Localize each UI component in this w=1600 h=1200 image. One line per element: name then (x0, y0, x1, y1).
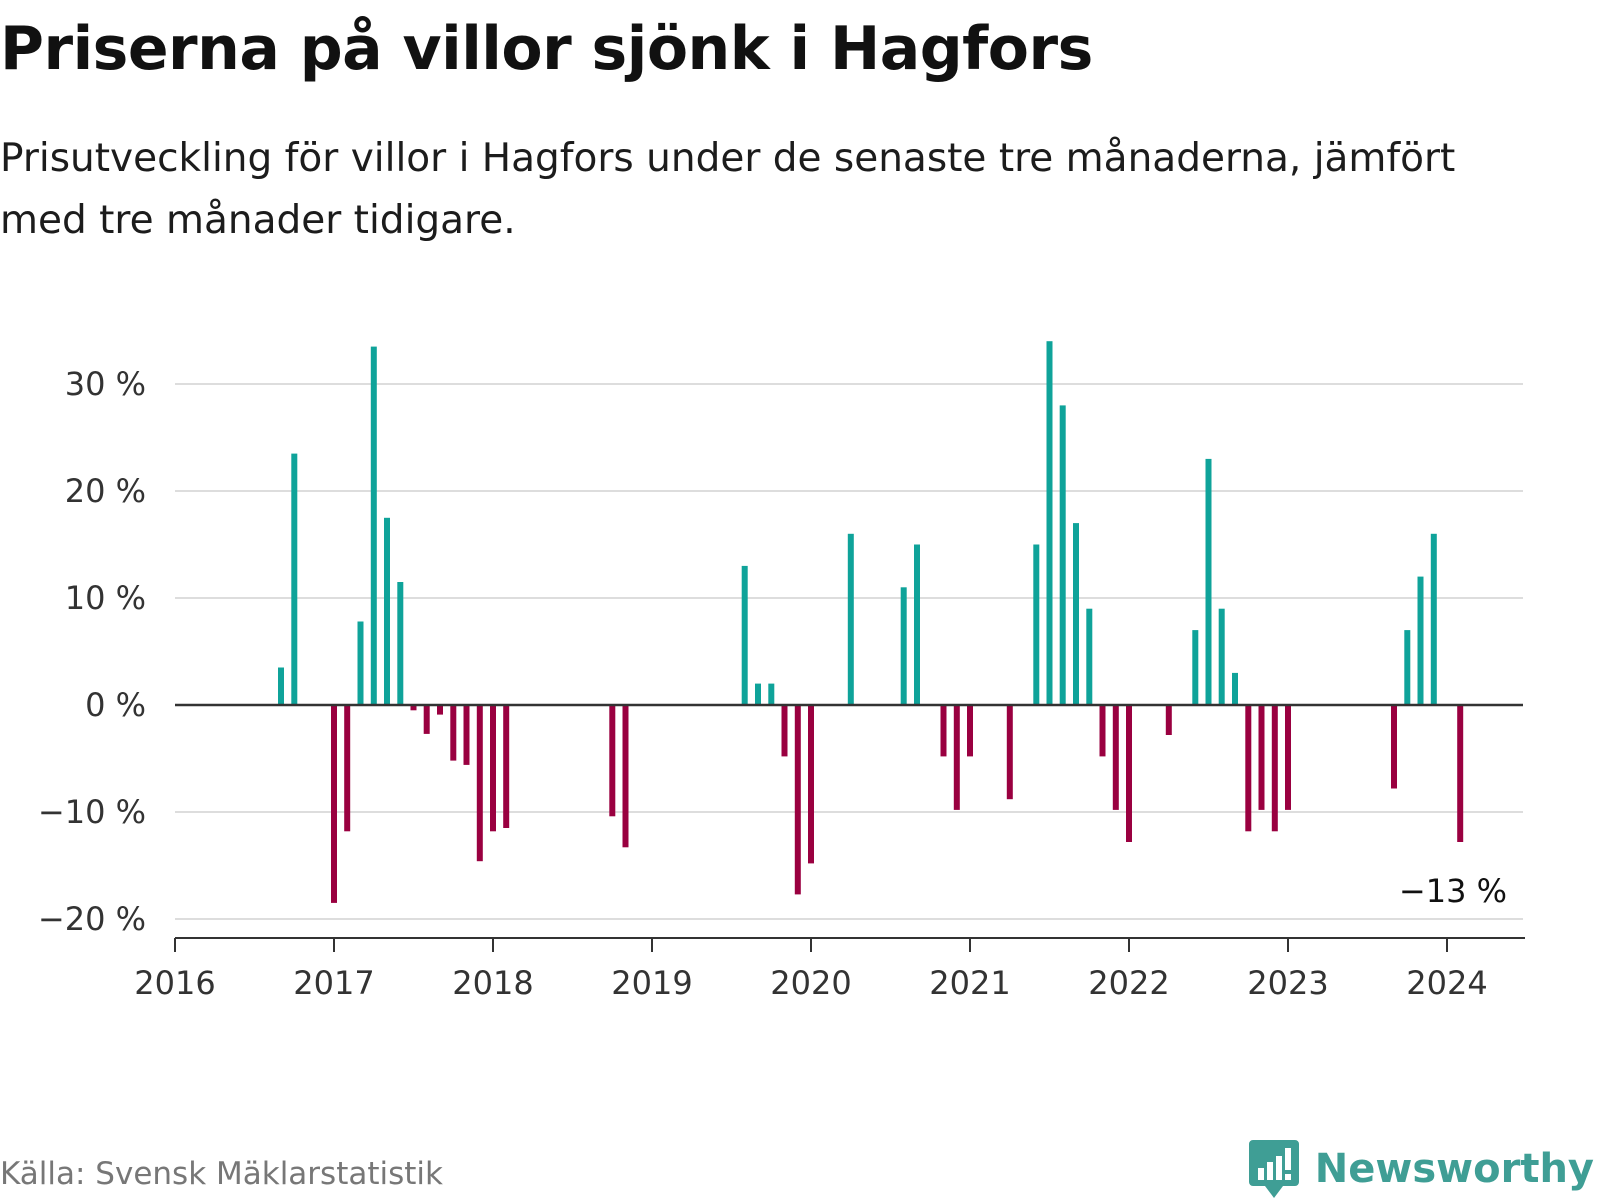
last-value-label: −13 % (1399, 872, 1507, 910)
bar-2017-08 (423, 705, 430, 734)
bar-2020-12 (953, 705, 960, 810)
y-tick-label: −20 % (38, 900, 146, 938)
newsworthy-logo-icon (1248, 1140, 1299, 1198)
x-tick-label: 2024 (1406, 964, 1487, 1002)
bars (278, 341, 1464, 903)
x-tick-label: 2018 (452, 964, 533, 1002)
bar-2024-02 (1457, 705, 1464, 842)
bar-2017-06 (397, 582, 404, 705)
bar-2017-12 (476, 705, 483, 862)
bar-2019-09 (755, 683, 761, 705)
bar-2020-11 (940, 705, 947, 757)
bar-2023-01 (1285, 705, 1291, 810)
y-tick-label: −10 % (38, 793, 146, 831)
x-tick-label: 2021 (929, 964, 1010, 1002)
bar-2022-06 (1192, 630, 1199, 705)
bar-2023-11 (1417, 576, 1424, 705)
chart-subtitle: Prisutveckling för villor i Hagfors unde… (0, 136, 1456, 243)
bar-2019-08 (741, 565, 748, 705)
bar-2022-04 (1165, 705, 1172, 735)
x-tick-label: 2020 (770, 964, 851, 1002)
bar-2023-10 (1404, 630, 1411, 705)
y-tick-label: 20 % (65, 472, 146, 510)
bar-2022-07 (1205, 458, 1212, 705)
bar-2021-11 (1099, 705, 1106, 757)
bar-2018-10 (609, 705, 616, 817)
bar-2022-12 (1271, 705, 1278, 832)
bar-2022-10 (1245, 705, 1252, 832)
bar-2022-08 (1218, 608, 1225, 705)
bar-2017-03 (357, 621, 364, 705)
bar-2019-11 (781, 705, 788, 757)
bar-2017-05 (384, 517, 390, 706)
bar-2022-09 (1232, 672, 1238, 705)
bar-2017-09 (437, 705, 443, 715)
chart-title: Priserna på villor sjönk i Hagfors (0, 14, 1093, 84)
bar-2019-12 (794, 705, 801, 895)
bar-2017-10 (450, 705, 457, 761)
bar-2016-10 (291, 453, 298, 705)
y-tick-label: 30 % (65, 365, 146, 403)
bar-2018-02 (503, 705, 510, 828)
bar-2021-07 (1046, 341, 1053, 705)
bar-2017-11 (463, 705, 470, 765)
x-tick-label: 2022 (1088, 964, 1169, 1002)
newsworthy-logo: Newsworthy (1247, 1138, 1594, 1200)
bar-chart: 30 %20 %10 %0 %−10 %−20 % 2016 2017 2018 20… (38, 341, 1525, 1002)
bar-2020-08 (900, 587, 907, 705)
bar-2021-12 (1112, 705, 1119, 810)
x-tick-label: 2016 (134, 964, 215, 1002)
bar-2021-10 (1086, 608, 1093, 705)
y-axis-labels: 30 % 20 % 10 % 0 % −10 % −20 % (38, 365, 146, 938)
bar-2017-04 (370, 346, 377, 705)
bar-2020-01 (808, 705, 814, 864)
bar-2016-09 (278, 667, 284, 705)
bar-2021-06 (1033, 544, 1040, 705)
bar-2017-01 (331, 705, 337, 903)
bar-2017-07 (410, 705, 417, 711)
bar-2022-01 (1126, 705, 1132, 842)
bar-2021-09 (1073, 523, 1079, 705)
bar-2023-12 (1430, 533, 1437, 705)
bar-2018-01 (490, 705, 496, 832)
bar-2017-02 (344, 705, 351, 832)
bar-2018-11 (622, 705, 629, 848)
bar-2021-04 (1006, 705, 1013, 800)
bar-2022-11 (1258, 705, 1265, 810)
bar-2019-10 (768, 683, 775, 705)
x-tick-label: 2019 (611, 964, 692, 1002)
bar-2021-08 (1059, 405, 1066, 705)
bar-2020-04 (847, 533, 854, 705)
x-tick-label: 2023 (1247, 964, 1328, 1002)
y-tick-label: 0 % (85, 686, 146, 724)
brand-name: Newsworthy (1314, 1146, 1594, 1192)
y-tick-label: 10 % (65, 579, 146, 617)
bar-2020-09 (914, 544, 920, 705)
x-axis: 2016 2017 2018 2019 2020 2021 2022 2023 2024 (134, 938, 1488, 1002)
bar-2023-09 (1391, 705, 1397, 789)
x-tick-label: 2017 (293, 964, 374, 1002)
source-note: Källa: Svensk Mäklarstatistik (0, 1156, 443, 1192)
bar-2021-01 (967, 705, 973, 757)
